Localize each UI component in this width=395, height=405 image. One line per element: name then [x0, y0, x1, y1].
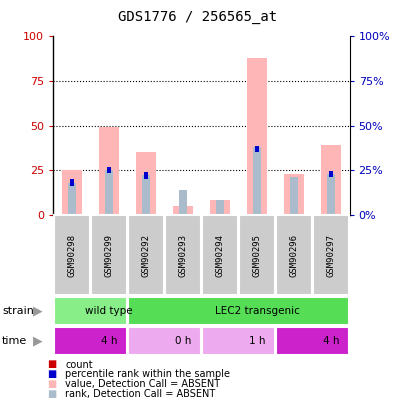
FancyBboxPatch shape: [128, 327, 201, 355]
FancyBboxPatch shape: [202, 327, 275, 355]
Text: ▶: ▶: [33, 335, 42, 348]
Bar: [253, 147, 261, 215]
Text: GSM90299: GSM90299: [104, 234, 113, 277]
Text: ▶: ▶: [33, 304, 42, 318]
Text: percentile rank within the sample: percentile rank within the sample: [65, 369, 230, 379]
Text: GSM90297: GSM90297: [327, 234, 336, 277]
Text: time: time: [2, 336, 27, 346]
Bar: [62, 170, 82, 215]
Bar: [327, 174, 335, 215]
Text: GSM90298: GSM90298: [67, 234, 76, 277]
Bar: [255, 145, 259, 152]
FancyBboxPatch shape: [313, 215, 349, 295]
FancyBboxPatch shape: [54, 327, 127, 355]
FancyBboxPatch shape: [54, 215, 90, 295]
Bar: [247, 58, 267, 215]
FancyBboxPatch shape: [128, 297, 349, 325]
FancyBboxPatch shape: [91, 215, 127, 295]
Bar: [99, 127, 119, 215]
Text: GSM90296: GSM90296: [290, 234, 299, 277]
Bar: [210, 200, 230, 215]
Text: count: count: [65, 360, 93, 369]
Bar: [173, 206, 193, 215]
FancyBboxPatch shape: [165, 215, 201, 295]
Text: GSM90293: GSM90293: [179, 234, 188, 277]
Text: 4 h: 4 h: [101, 336, 117, 346]
Text: ■: ■: [47, 369, 56, 379]
Bar: [179, 190, 187, 215]
Text: ■: ■: [47, 360, 56, 369]
Text: GSM90292: GSM90292: [141, 234, 150, 277]
Bar: [216, 200, 224, 215]
Text: 4 h: 4 h: [323, 336, 339, 346]
Text: ■: ■: [47, 379, 56, 389]
Bar: [321, 145, 341, 215]
FancyBboxPatch shape: [239, 215, 275, 295]
Bar: [144, 173, 148, 179]
Bar: [68, 183, 76, 215]
Bar: [290, 177, 298, 215]
Text: ■: ■: [47, 389, 56, 399]
Bar: [70, 179, 74, 185]
Bar: [105, 170, 113, 215]
Text: LEC2 transgenic: LEC2 transgenic: [214, 306, 299, 316]
Text: 0 h: 0 h: [175, 336, 191, 346]
Text: GSM90295: GSM90295: [252, 234, 261, 277]
Bar: [329, 171, 333, 177]
Text: GDS1776 / 256565_at: GDS1776 / 256565_at: [118, 10, 277, 24]
Text: strain: strain: [2, 306, 34, 316]
Bar: [142, 175, 150, 215]
Text: 1 h: 1 h: [249, 336, 265, 346]
FancyBboxPatch shape: [128, 215, 164, 295]
Bar: [284, 174, 304, 215]
FancyBboxPatch shape: [276, 215, 312, 295]
Text: rank, Detection Call = ABSENT: rank, Detection Call = ABSENT: [65, 389, 215, 399]
Text: wild type: wild type: [85, 306, 133, 316]
Text: GSM90294: GSM90294: [215, 234, 224, 277]
FancyBboxPatch shape: [276, 327, 349, 355]
Bar: [107, 167, 111, 173]
Bar: [136, 152, 156, 215]
FancyBboxPatch shape: [54, 297, 127, 325]
FancyBboxPatch shape: [202, 215, 238, 295]
Text: value, Detection Call = ABSENT: value, Detection Call = ABSENT: [65, 379, 220, 389]
